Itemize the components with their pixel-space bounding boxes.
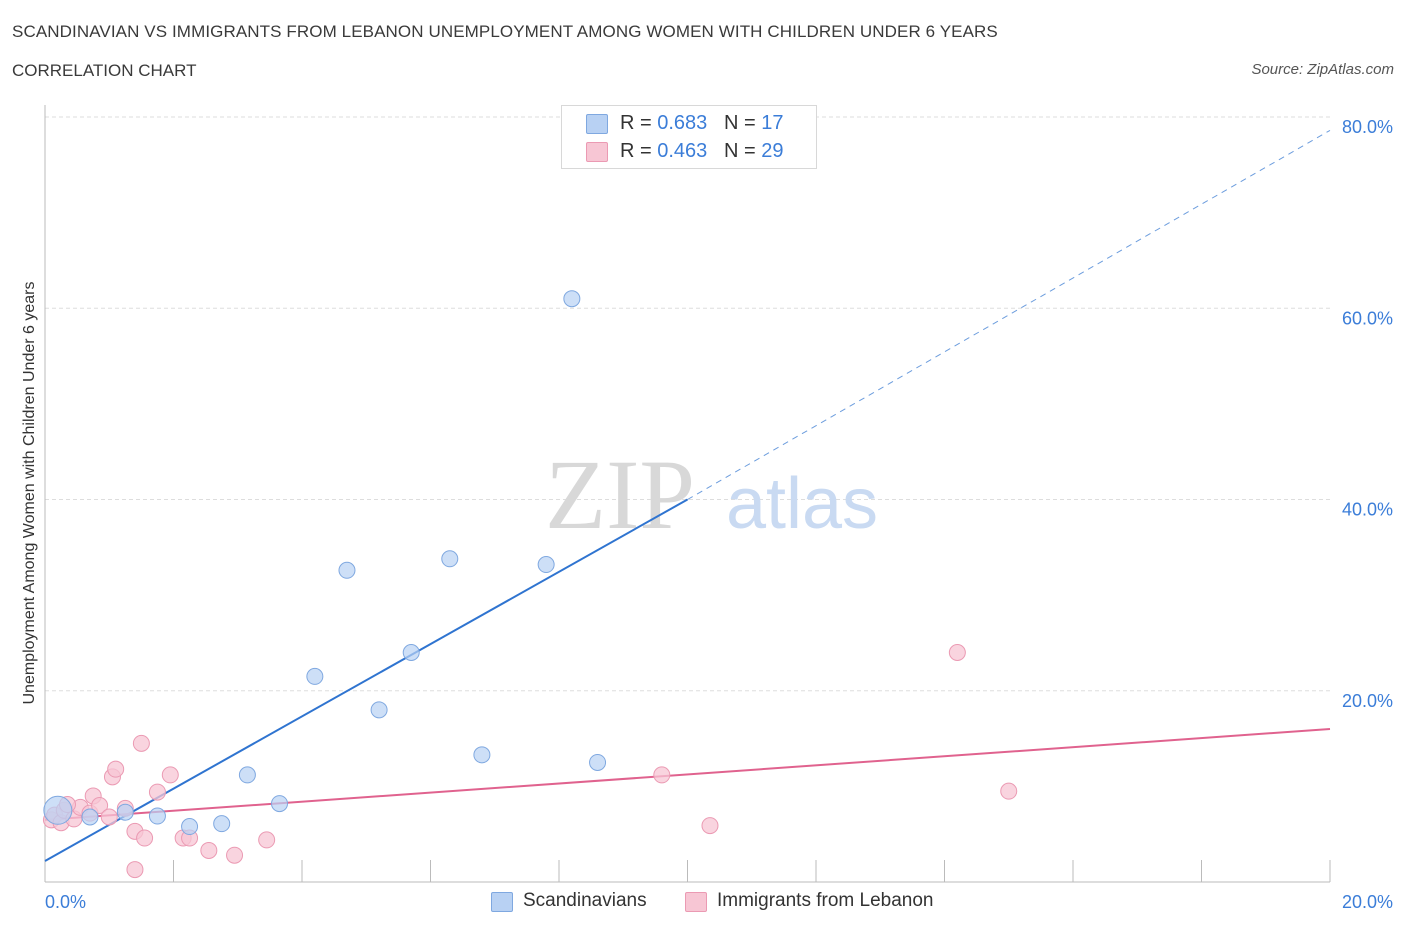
point-scandinavians	[306, 667, 324, 685]
tick-labels: 20.0% 40.0% 60.0% 80.0% 0.0% 20.0%	[45, 117, 1393, 912]
y-tick-label: 80.0%	[1342, 117, 1393, 137]
point-scandinavians	[537, 556, 555, 574]
point-lebanon	[226, 846, 244, 864]
point-lebanon	[258, 831, 276, 849]
legend-n-label: N =	[723, 140, 756, 162]
point-scandinavians	[116, 803, 134, 821]
point-scandinavians	[338, 561, 356, 579]
point-lebanon	[107, 760, 125, 778]
bottom-legend-label-lebanon: Immigrants from Lebanon	[717, 890, 934, 911]
point-scandinavians	[441, 550, 459, 568]
point-scandinavians	[148, 807, 166, 825]
y-axis-label: Unemployment Among Women with Children U…	[21, 281, 38, 705]
point-scandinavians	[181, 818, 199, 836]
bottom-legend-label-scandinavians: Scandinavians	[523, 890, 647, 911]
legend-r-value: 0.463	[657, 140, 708, 162]
point-lebanon	[948, 644, 966, 661]
x-tick-label: 0.0%	[45, 892, 86, 912]
point-lebanon	[132, 734, 150, 752]
legend-n-value: 17	[761, 112, 784, 134]
point-lebanon	[161, 766, 179, 784]
bottom-legend-swatch-scandinavians	[491, 892, 513, 912]
point-scandinavians	[81, 808, 99, 826]
point-lebanon	[148, 783, 166, 801]
trend-line-lebanon	[44, 728, 1331, 821]
data-points	[42, 290, 1018, 879]
y-tick-label: 40.0%	[1342, 500, 1393, 520]
point-scandinavians	[473, 746, 491, 764]
axes	[44, 105, 1331, 883]
point-scandinavians	[213, 815, 231, 833]
point-scandinavians	[589, 753, 607, 771]
point-scandinavians	[563, 290, 581, 308]
chart-subtitle: CORRELATION CHART	[12, 61, 197, 80]
trend-line-scandinavians	[44, 498, 688, 862]
source-label: Source: ZipAtlas.com	[1251, 61, 1394, 78]
point-lebanon	[126, 861, 144, 879]
point-scandinavians	[43, 795, 73, 825]
legend-r-value: 0.683	[657, 112, 708, 134]
grid-lines	[45, 116, 1330, 692]
point-scandinavians	[238, 766, 256, 784]
stats-legend: R = 0.683 N = 17 R = 0.463 N = 29	[561, 105, 817, 169]
point-scandinavians	[370, 701, 388, 719]
point-lebanon	[701, 817, 719, 835]
legend-r-label: R =	[620, 112, 652, 134]
chart-title: SCANDINAVIAN VS IMMIGRANTS FROM LEBANON …	[12, 22, 998, 41]
point-lebanon	[1000, 782, 1018, 800]
watermark-zip: ZIP	[545, 439, 695, 550]
trend-lines	[44, 129, 1331, 862]
point-lebanon	[136, 829, 154, 847]
y-tick-label: 60.0%	[1342, 308, 1393, 328]
legend-n-label: N =	[723, 112, 756, 134]
point-scandinavians	[271, 795, 289, 813]
legend-swatch-lebanon	[586, 142, 608, 162]
x-tick-label: 20.0%	[1342, 892, 1393, 912]
y-tick-label: 20.0%	[1342, 691, 1393, 711]
legend-n-value: 29	[761, 140, 784, 162]
trend-line-scandinavians-extension	[687, 129, 1331, 500]
legend-swatch-scandinavians	[586, 114, 608, 134]
legend-r-label: R =	[620, 140, 652, 162]
point-scandinavians	[402, 644, 420, 661]
point-lebanon	[91, 797, 109, 814]
bottom-legend-swatch-lebanon	[685, 892, 707, 912]
watermark-atlas: atlas	[726, 464, 878, 544]
point-lebanon	[200, 841, 218, 859]
point-lebanon	[100, 808, 118, 826]
point-lebanon	[653, 766, 671, 784]
